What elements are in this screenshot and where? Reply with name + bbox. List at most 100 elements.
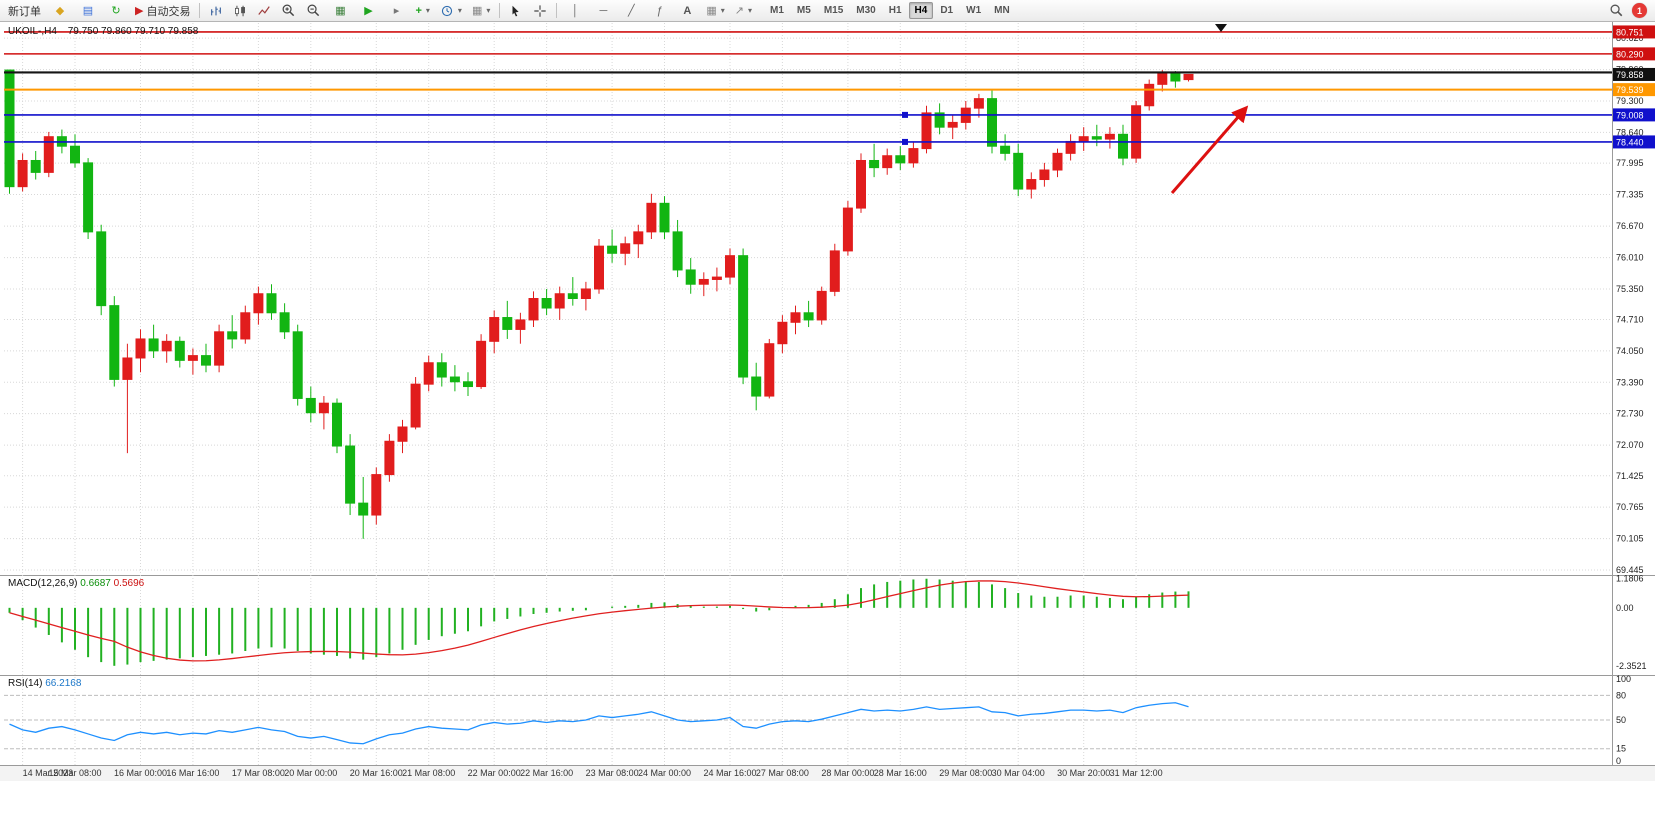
candle-body bbox=[122, 357, 133, 380]
candle-body bbox=[96, 231, 107, 307]
timeframe-m30[interactable]: M30 bbox=[850, 2, 881, 19]
chart-marker-triangle[interactable] bbox=[1215, 24, 1227, 32]
candle-body bbox=[580, 288, 591, 300]
candle-body bbox=[187, 355, 198, 361]
line-handle[interactable] bbox=[902, 111, 908, 118]
auto-scroll-icon[interactable]: ▶ bbox=[364, 5, 373, 17]
timeframe-w1[interactable]: W1 bbox=[960, 2, 987, 19]
price-tag bbox=[1613, 108, 1655, 122]
time-label: 27 Mar 08:00 bbox=[756, 768, 809, 778]
candle-body bbox=[777, 321, 788, 345]
arrows-menu-button[interactable]: ↗ ▾ bbox=[731, 2, 756, 20]
candle-body bbox=[371, 474, 382, 516]
time-label: 23 Mar 08:00 bbox=[586, 768, 639, 778]
zoom-in-button[interactable] bbox=[277, 2, 300, 20]
candle-body bbox=[1013, 152, 1024, 190]
cursor-button[interactable] bbox=[505, 2, 527, 20]
candlestick-series bbox=[4, 69, 1194, 539]
price-tag-label: 80.290 bbox=[1616, 49, 1644, 59]
candle-body bbox=[279, 312, 290, 333]
text-tool[interactable]: A bbox=[683, 4, 692, 17]
macd-axis-label: 0.00 bbox=[1616, 603, 1634, 613]
price-label: 79.300 bbox=[1616, 96, 1644, 106]
crosshair-button[interactable] bbox=[529, 2, 551, 20]
profiles-icon[interactable]: ◆ bbox=[55, 5, 65, 17]
period-menu-button[interactable]: ▾ bbox=[436, 2, 466, 20]
macd-name: MACD(12,26,9) bbox=[8, 578, 78, 589]
zoom-in-icon bbox=[283, 4, 295, 17]
candle-body bbox=[358, 502, 369, 516]
timeframe-mn[interactable]: MN bbox=[988, 2, 1016, 19]
market-watch-icon[interactable]: ▤ bbox=[82, 5, 94, 17]
candle-body bbox=[790, 312, 801, 323]
template-menu-button[interactable]: ▦ ▾ bbox=[468, 2, 494, 20]
clock-icon bbox=[441, 5, 453, 16]
candle-body bbox=[698, 278, 709, 285]
candle-body bbox=[70, 145, 80, 164]
candle-body bbox=[305, 397, 316, 414]
horizontal-line-objects[interactable] bbox=[4, 31, 1612, 145]
candle-body bbox=[1104, 133, 1115, 140]
bar-chart-button[interactable] bbox=[205, 2, 227, 20]
line-chart-button[interactable] bbox=[253, 2, 275, 20]
timeframe-h1[interactable]: H1 bbox=[883, 2, 908, 19]
price-tag bbox=[1613, 67, 1655, 81]
timeframe-m1[interactable]: M1 bbox=[764, 2, 790, 19]
candle-body bbox=[908, 148, 919, 164]
candle-body bbox=[463, 381, 473, 388]
chart-shift-icon[interactable]: ▸ bbox=[393, 5, 400, 17]
candle-body bbox=[1157, 71, 1168, 85]
trend-arrow[interactable] bbox=[1170, 105, 1249, 194]
candle-body bbox=[751, 376, 762, 397]
price-tag-label: 79.539 bbox=[1616, 85, 1644, 95]
shapes-menu-button[interactable]: ▦ ▾ bbox=[702, 2, 728, 20]
timeframe-m15[interactable]: M15 bbox=[818, 2, 849, 19]
zoom-out-button[interactable] bbox=[302, 2, 325, 20]
candle-body bbox=[764, 343, 775, 397]
search-icon[interactable] bbox=[1609, 3, 1624, 18]
trendline-tool[interactable]: ╱ bbox=[628, 5, 635, 17]
time-label: 24 Mar 16:00 bbox=[703, 768, 756, 778]
timeframe-h4[interactable]: H4 bbox=[908, 2, 934, 19]
candle-body bbox=[987, 98, 997, 147]
tile-windows-icon[interactable]: ▦ bbox=[335, 5, 346, 17]
candle-body bbox=[4, 69, 15, 188]
candle-body bbox=[803, 312, 814, 321]
candle-body bbox=[332, 402, 342, 447]
timeframe-d1[interactable]: D1 bbox=[934, 2, 959, 19]
candle-body bbox=[318, 402, 329, 414]
chevron-down-icon: ▾ bbox=[457, 6, 462, 15]
bar-chart-icon bbox=[211, 6, 222, 15]
time-label: 15 Mar 08:00 bbox=[48, 768, 101, 778]
time-label: 20 Mar 00:00 bbox=[284, 768, 337, 778]
macd-label: MACD(12,26,9) 0.6687 0.5696 bbox=[8, 578, 144, 589]
price-axis[interactable]: 80.62079.96079.30078.64077.99577.33576.6… bbox=[1613, 25, 1655, 575]
candle-body bbox=[620, 243, 631, 254]
candle-body bbox=[646, 202, 657, 233]
horizontal-line-tool[interactable]: ─ bbox=[599, 4, 608, 17]
candle-body bbox=[738, 255, 749, 378]
price-tag-label: 78.440 bbox=[1616, 137, 1644, 147]
price-tag bbox=[1613, 135, 1655, 149]
candle-body bbox=[528, 298, 539, 321]
candle-body bbox=[30, 159, 41, 173]
new-order-button[interactable]: 新订单 bbox=[4, 2, 45, 20]
chart-title: UKOIL-,H4 79.750 79.860 79.710 79.858 bbox=[8, 26, 198, 37]
add-indicator-button[interactable]: + ▾ bbox=[411, 2, 433, 20]
notification-badge[interactable]: 1 bbox=[1632, 3, 1647, 18]
chevron-down-icon: ▾ bbox=[425, 6, 430, 15]
line-handle[interactable] bbox=[902, 138, 908, 145]
autotrading-button[interactable]: ▶ 自动交易 bbox=[131, 2, 194, 20]
timeframe-m5[interactable]: M5 bbox=[791, 2, 817, 19]
refresh-icon[interactable]: ↻ bbox=[111, 5, 121, 17]
candle-body bbox=[856, 159, 866, 209]
candle-body bbox=[1144, 83, 1155, 107]
rsi-axis-label: 100 bbox=[1616, 674, 1631, 684]
rsi-panel: 100 80 50 15 0 bbox=[4, 674, 1631, 766]
price-tag bbox=[1613, 47, 1655, 61]
vertical-line-tool[interactable]: │ bbox=[571, 4, 579, 17]
candlestick-button[interactable] bbox=[229, 2, 251, 20]
fibonacci-tool[interactable]: ƒ bbox=[656, 4, 663, 17]
